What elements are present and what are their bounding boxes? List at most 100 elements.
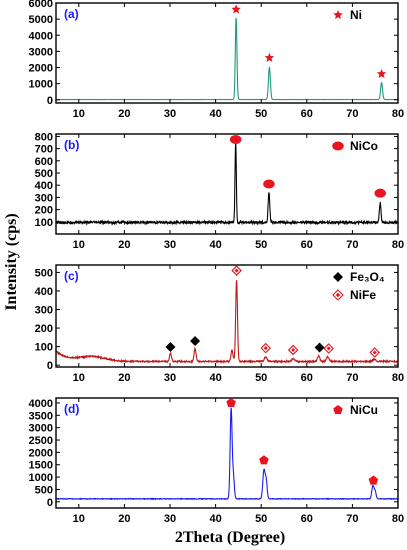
legend-label: NiCu [350, 403, 378, 417]
x-tick-label: 50 [255, 239, 267, 251]
plot-frame [55, 133, 399, 235]
x-tick-label: 10 [73, 108, 85, 120]
y-tick-label: 2000 [29, 447, 53, 459]
legend-marker-core [335, 292, 341, 298]
peak-marker-open-diamond [260, 342, 272, 354]
y-tick-label: 800 [35, 131, 53, 143]
peak-marker-diamond [165, 341, 176, 352]
y-tick-label: 700 [35, 144, 53, 156]
y-tick-label: 300 [35, 192, 53, 204]
legend-marker [333, 10, 343, 20]
y-tick-label: 4000 [29, 30, 53, 42]
peak-marker-circle [263, 179, 275, 189]
x-tick-label: 80 [392, 239, 404, 251]
plot-frame [55, 264, 399, 368]
x-tick-label: 50 [255, 372, 267, 384]
x-tick-label: 40 [209, 513, 221, 525]
y-tick-label: 0 [47, 360, 53, 372]
y-tick-label: 500 [35, 267, 53, 279]
x-tick-label: 80 [392, 513, 404, 525]
legend-label: NiCo [350, 139, 378, 153]
peak-marker-star [231, 4, 241, 14]
x-tick-label: 30 [164, 372, 176, 384]
panel-label: (a) [64, 7, 79, 21]
x-tick-label: 60 [301, 108, 313, 120]
peak-marker-pentagon [368, 475, 379, 485]
x-tick-label: 80 [392, 108, 404, 120]
y-tick-label: 6000 [29, 0, 53, 10]
legend-marker [332, 141, 344, 151]
x-tick-label: 20 [118, 239, 130, 251]
peak-marker-open-diamond [287, 344, 299, 356]
panel-a: 10 20 30 40 50 60 70 80 0 1000 2000 3000 4000 5000 600… [29, 0, 405, 120]
y-tick-label: 1500 [29, 460, 53, 472]
y-tick-label: 2000 [29, 63, 53, 75]
peak-marker-circle [374, 188, 386, 198]
y-tick-label: 500 [35, 484, 53, 496]
peak-marker-open-diamond [323, 343, 334, 354]
y-tick-label: 3500 [29, 410, 53, 422]
x-tick-label: 60 [301, 513, 313, 525]
x-tick-label: 20 [118, 372, 130, 384]
panel-label: (d) [64, 402, 79, 416]
x-tick-label: 10 [73, 372, 85, 384]
y-tick-label: 400 [35, 180, 53, 192]
y-tick-label: 1000 [29, 79, 53, 91]
x-tick-label: 10 [73, 513, 85, 525]
y-tick-label: 100 [35, 217, 53, 229]
peak-marker-diamond [190, 336, 201, 347]
x-axis-title: 2Theta (Degree) [175, 529, 285, 546]
peak-marker-circle [229, 134, 242, 144]
peak-marker-pentagon [259, 455, 269, 465]
legend-label: NiFe [350, 288, 376, 302]
y-tick-label: 3000 [29, 423, 53, 435]
panel-label: (c) [64, 269, 79, 283]
legend-label: Ni [350, 8, 362, 22]
y-tick-label: 200 [35, 205, 53, 217]
x-tick-label: 70 [346, 372, 358, 384]
xrd-trace [56, 280, 398, 365]
x-tick-label: 30 [164, 239, 176, 251]
panel-c: 10 20 30 40 50 60 70 80 0 100 200 300 400 500 (c) Fe₃O₄… [35, 264, 404, 384]
panel-b: 10 20 30 40 50 60 70 80 100200300400500600700800… [35, 131, 404, 251]
x-tick-label: 20 [118, 513, 130, 525]
y-tick-label: 600 [35, 156, 53, 168]
peak-marker-star [376, 68, 387, 79]
peak-marker-open-diamond-core [372, 350, 377, 355]
x-tick-label: 40 [209, 372, 221, 384]
x-tick-label: 50 [255, 513, 267, 525]
x-tick-label: 70 [346, 513, 358, 525]
peak-marker-open-diamond-core [234, 268, 239, 273]
x-tick-label: 70 [346, 239, 358, 251]
peak-marker-open-diamond-core [263, 346, 268, 351]
x-tick-label: 40 [209, 108, 221, 120]
legend-marker [333, 272, 343, 282]
peak-marker-open-diamond-core [326, 346, 331, 351]
peak-marker-diamond [314, 342, 325, 353]
panel-label: (b) [64, 138, 79, 152]
x-tick-label: 50 [255, 108, 267, 120]
y-tick-label: 2500 [29, 435, 53, 447]
y-tick-label: 400 [35, 286, 53, 298]
peak-marker-pentagon [226, 397, 236, 407]
plot-frame [55, 2, 399, 104]
x-tick-label: 70 [346, 108, 358, 120]
x-tick-label: 30 [164, 513, 176, 525]
y-tick-label: 500 [35, 168, 53, 180]
y-tick-label: 1000 [29, 472, 53, 484]
xrd-trace [56, 407, 398, 501]
x-tick-label: 30 [164, 108, 176, 120]
y-tick-label: 0 [47, 95, 53, 107]
x-tick-label: 60 [301, 239, 313, 251]
xrd-trace [56, 17, 398, 101]
plot-frame [55, 397, 399, 509]
x-tick-label: 40 [209, 239, 221, 251]
legend-marker [332, 289, 344, 301]
y-tick-label: 0 [47, 497, 53, 509]
panels-group: 10 20 30 40 50 60 70 80010002000300040005000600… [29, 0, 405, 525]
panel-d: 10 20 30 40 50 60 70 80 050010001500200025003000… [29, 397, 404, 525]
peak-marker-star [264, 52, 275, 62]
legend-marker [333, 405, 343, 415]
peak-marker-open-diamond [369, 347, 381, 358]
